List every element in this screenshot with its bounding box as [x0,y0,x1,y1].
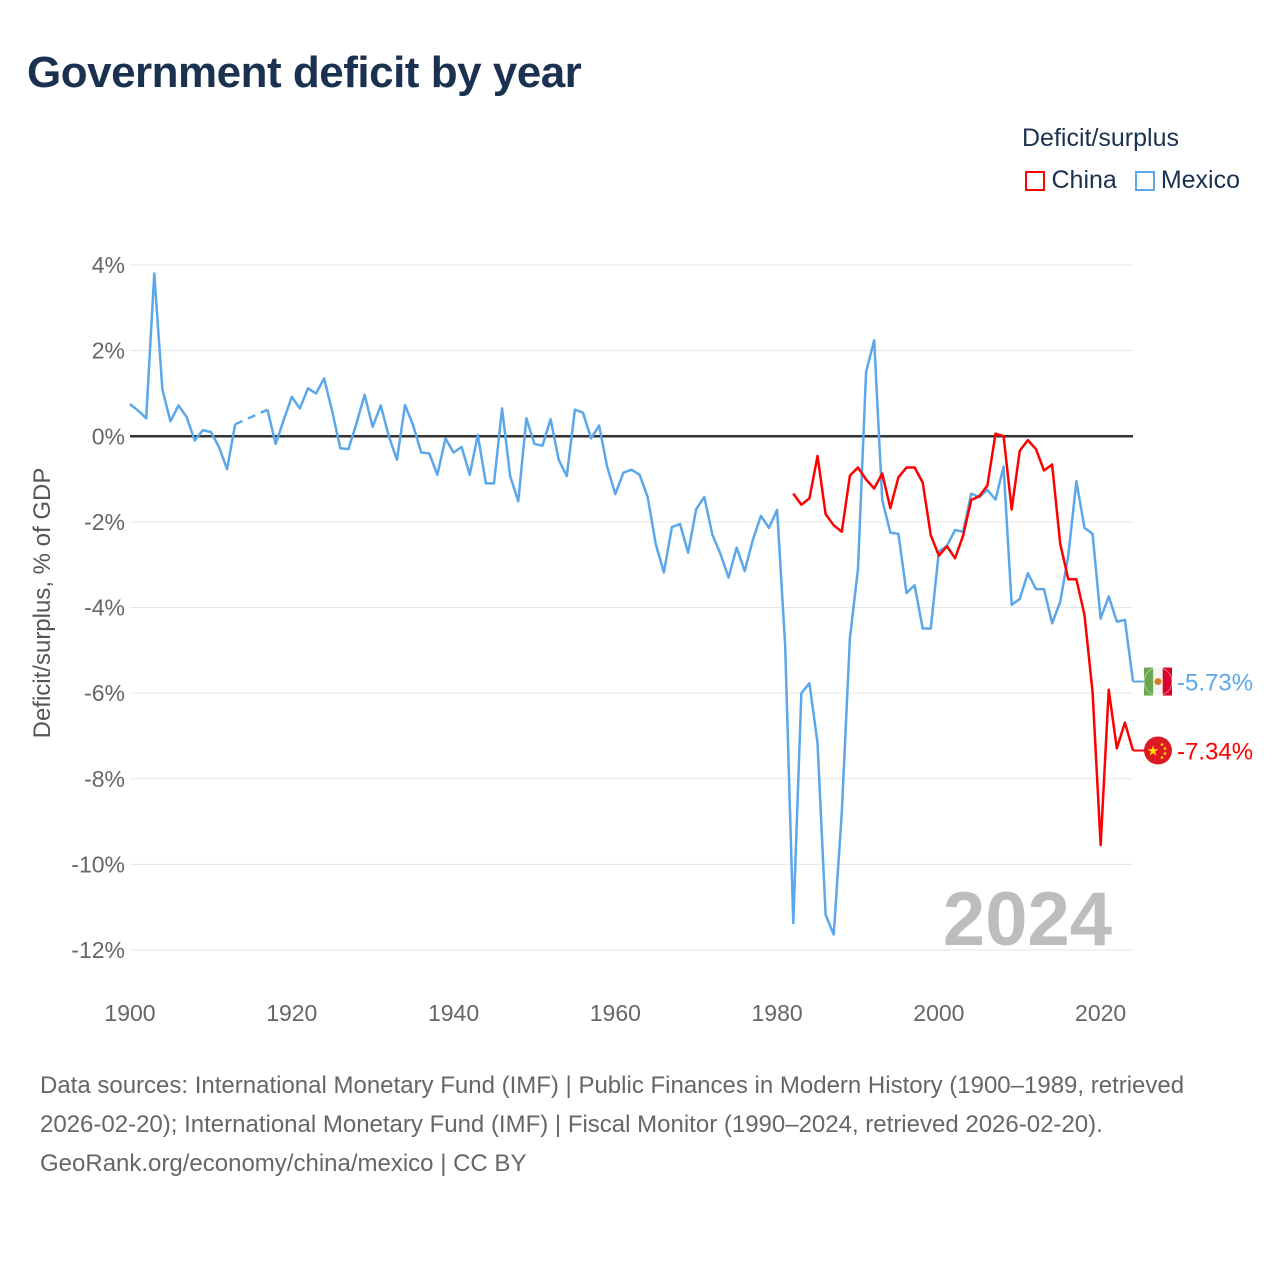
chart-title: Government deficit by year [27,48,582,97]
x-tick-label: 1980 [752,1000,803,1026]
y-tick-label: 0% [92,423,125,449]
x-tick-label: 1940 [428,1000,479,1026]
mexico-flag-green [1144,667,1154,696]
mexico-swatch-icon [1134,170,1155,191]
legend-item-china[interactable]: China [1025,166,1117,195]
legend: China Mexico [1025,166,1240,195]
china-flag-icon [1144,736,1172,765]
credit-link[interactable]: GeoRank.org/economy/china/mexico | CC BY [40,1150,527,1177]
x-tick-label: 2020 [1075,1000,1126,1026]
mexico-end-value-label: -5.73% [1177,670,1253,697]
china-flag-small-star-icon [1163,752,1167,755]
legend-title: Deficit/surplus [1022,124,1179,152]
china-flag-small-star-icon [1160,743,1164,746]
y-tick-label: -12% [71,937,125,963]
y-tick-label: 2% [92,338,125,364]
china-line [792,432,1135,847]
footer: Data sources: International Monetary Fun… [40,1066,1240,1183]
mexico-flag-red [1162,667,1172,696]
mexico-line [129,272,237,471]
china-flag-star-icon: ★ [1147,741,1160,758]
china-flag-small-star-icon [1160,756,1164,759]
y-tick-label: -4% [84,595,125,621]
legend-label-china: China [1051,166,1117,194]
y-tick-label: -8% [84,766,125,792]
x-tick-label: 1900 [104,1000,155,1026]
china-flag-small-star-icon [1163,747,1167,750]
y-axis-label: Deficit/surplus, % of GDP [29,468,56,739]
x-tick-label: 1920 [266,1000,317,1026]
y-tick-label: -6% [84,680,125,706]
mexico-gap-line [234,408,269,426]
y-tick-label: -2% [84,509,125,535]
mexico-flag-icon [1143,667,1173,696]
data-sources: Data sources: International Monetary Fun… [40,1072,1185,1138]
year-watermark: 2024 [943,877,1112,962]
china-end-value-label: -7.34% [1177,738,1253,765]
legend-item-mexico[interactable]: Mexico [1134,166,1240,195]
y-tick-label: -10% [71,851,125,877]
y-tick-label: 4% [92,252,125,278]
china-swatch-icon [1025,170,1046,191]
mexico-flag-emblem-icon [1154,678,1162,686]
plot-layer: 4% 2% 0% -2% -4% -6% -8% -10% -12% 1900 1920 1940 19… [71,252,1253,1026]
mexico-line [266,339,1135,936]
legend-label-mexico: Mexico [1160,166,1240,194]
x-tick-label: 1960 [590,1000,641,1026]
x-tick-label: 2000 [913,1000,964,1026]
